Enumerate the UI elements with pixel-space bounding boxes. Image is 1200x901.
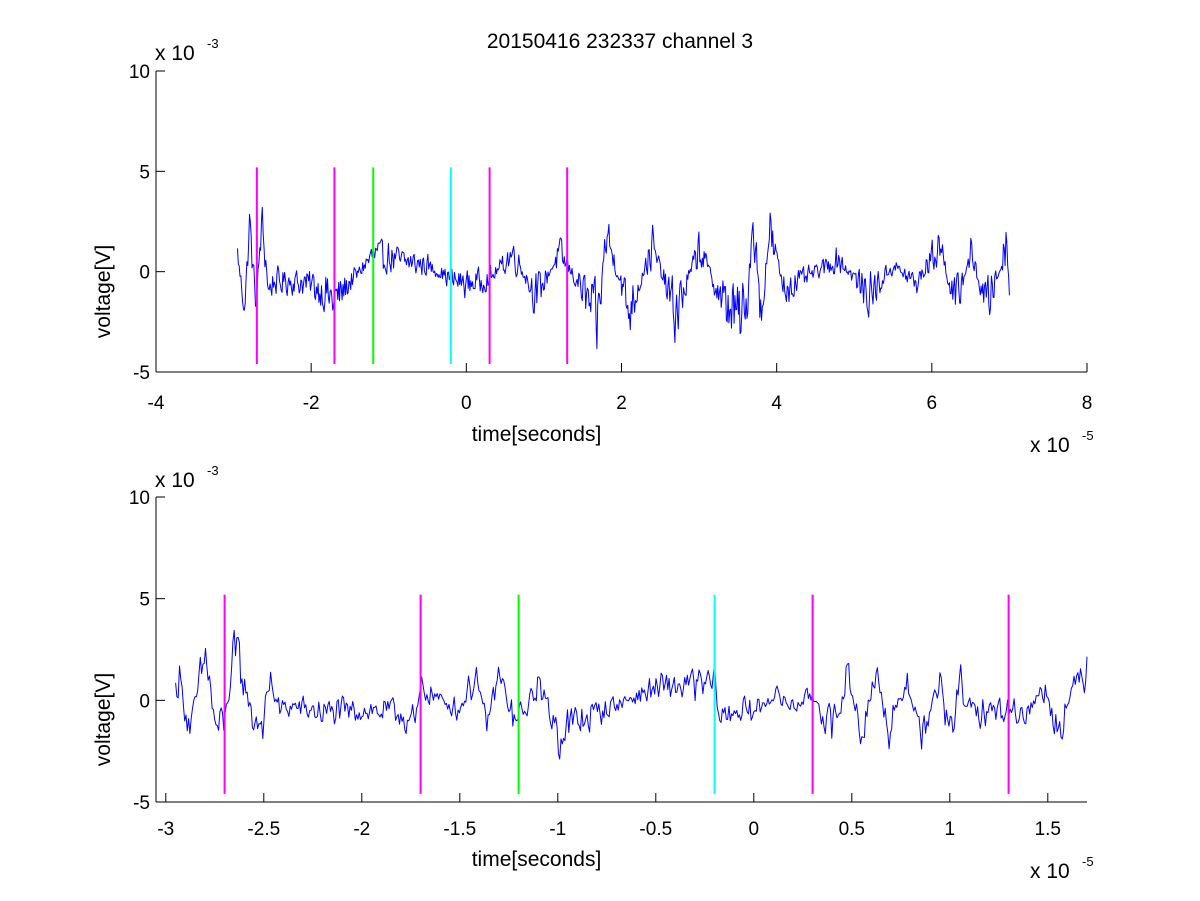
x-tick-label: -2.5 <box>247 819 280 840</box>
x-tick-label: 2 <box>616 393 627 414</box>
x-exponent-power: -5 <box>1082 854 1094 869</box>
x-tick-label: 0 <box>749 819 760 840</box>
x-tick-label: -1 <box>549 819 566 840</box>
y-tick-label: 10 <box>129 488 150 509</box>
x-exponent-label: x 10 <box>1030 434 1070 457</box>
x-tick-label: -1.5 <box>443 819 476 840</box>
signal-trace <box>175 629 1088 760</box>
top-plot-panel: -4 -2 0 2 4 6 8 -5 0 5 10 time[seconds] voltage[V] x … <box>92 36 1094 457</box>
x-axis-title: time[seconds] <box>472 423 602 446</box>
x-tick-label: 0.5 <box>839 819 865 840</box>
x-tick-label: 1.5 <box>1035 819 1061 840</box>
x-tick-label: 0 <box>461 393 472 414</box>
x-exponent-power: -5 <box>1082 428 1094 443</box>
y-tick-label: 10 <box>129 62 150 83</box>
x-axis-title: time[seconds] <box>472 848 602 871</box>
x-tick-label: 1 <box>945 819 956 840</box>
x-tick-label: -0.5 <box>639 819 672 840</box>
y-exponent-label: x 10 <box>155 469 195 492</box>
x-exponent-label: x 10 <box>1030 860 1070 883</box>
y-tick-label: -5 <box>133 793 150 814</box>
signal-trace <box>237 206 1010 350</box>
y-tick-label: 5 <box>139 162 150 183</box>
y-tick-label: -5 <box>133 363 150 384</box>
y-exponent-power: -3 <box>207 463 219 478</box>
y-exponent-label: x 10 <box>155 42 195 65</box>
x-tick-label: -4 <box>148 393 165 414</box>
x-tick-label: -2 <box>303 393 320 414</box>
x-tick-label: -2 <box>353 819 370 840</box>
x-tick-label: 4 <box>771 393 782 414</box>
x-tick-label: 6 <box>927 393 938 414</box>
y-tick-label: 0 <box>139 691 150 712</box>
y-tick-label: 0 <box>139 263 150 284</box>
y-axis-title: voltage[V] <box>92 673 115 766</box>
x-tick-label: 8 <box>1082 393 1093 414</box>
y-axis-title: voltage[V] <box>92 245 115 338</box>
x-tick-label: -3 <box>157 819 174 840</box>
y-exponent-power: -3 <box>207 36 219 51</box>
figure-title: 20150416 232337 channel 3 <box>487 30 753 53</box>
bottom-plot-panel: -3 -2.5 -2 -1.5 -1 -0.5 0 0.5 1 1.5 -5 0 5 10 time[sec… <box>92 463 1094 883</box>
y-tick-label: 5 <box>139 590 150 611</box>
